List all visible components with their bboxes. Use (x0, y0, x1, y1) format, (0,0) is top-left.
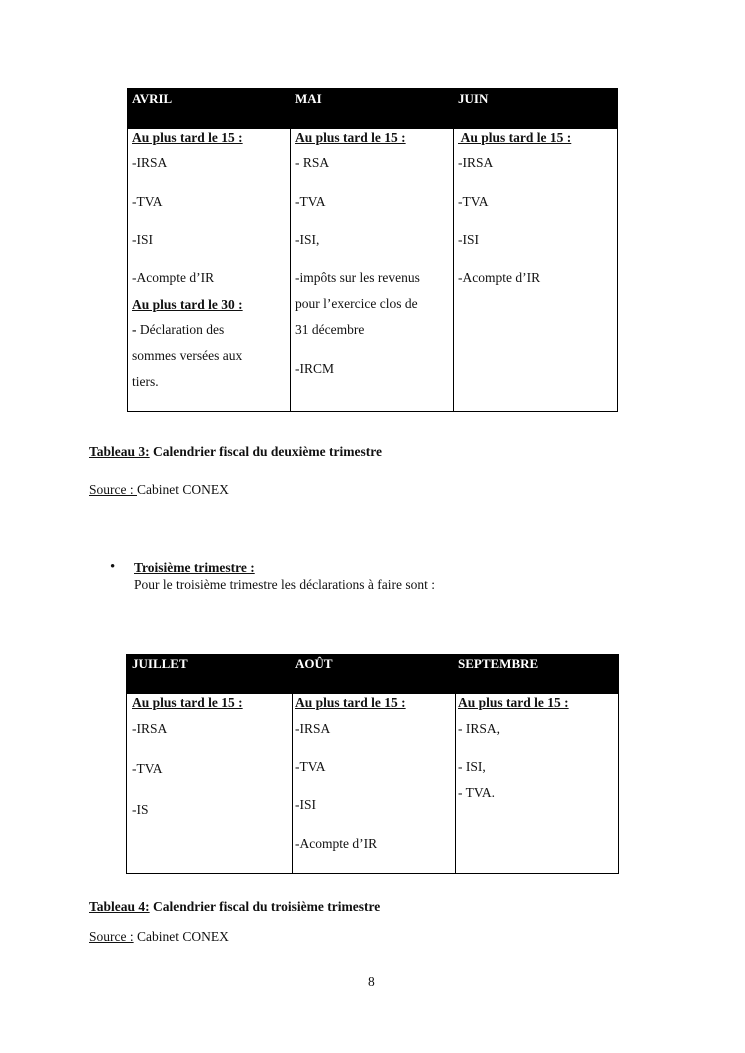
header-juin: JUIN (458, 91, 489, 106)
section-text: Pour le troisième trimestre les déclarat… (134, 577, 436, 592)
column-divider (453, 129, 454, 411)
table-q3: JUILLET AOÛT SEPTEMBRE Au plus tard le 1… (126, 654, 619, 874)
tax-item: tiers. (132, 374, 159, 389)
tax-item: -IRSA (132, 155, 168, 170)
table-source: Source : Cabinet CONEX (89, 482, 229, 497)
deadline-label: Au plus tard le 15 : (132, 130, 243, 145)
tax-item: -ISI (458, 232, 479, 247)
table-caption: Tableau 4: Calendrier fiscal du troisièm… (89, 899, 381, 914)
tax-item: -TVA (295, 759, 326, 774)
tax-item: -ISI (132, 232, 153, 247)
column-divider (455, 694, 456, 873)
table-header-row: JUILLET AOÛT SEPTEMBRE (127, 655, 618, 694)
tax-item: -IRCM (295, 361, 335, 376)
deadline-label: Au plus tard le 15 : (295, 695, 406, 710)
deadline-label: Au plus tard le 30 : (132, 297, 243, 312)
tax-item: - RSA (295, 155, 330, 170)
table-q2: AVRIL MAI JUIN Au plus tard le 15 : -IRS… (127, 88, 618, 412)
tax-item: -IRSA (132, 721, 168, 736)
tax-item: -IRSA (458, 155, 494, 170)
tax-item: 31 décembre (295, 322, 365, 337)
tax-item: -TVA (295, 194, 326, 209)
tax-item: -IRSA (295, 721, 331, 736)
tax-item: - TVA. (458, 785, 496, 800)
tax-item: -Acompte d’IR (295, 836, 378, 851)
tax-item: sommes versées aux (132, 348, 243, 363)
deadline-label: Au plus tard le 15 : (458, 130, 572, 145)
tax-item: -impôts sur les revenus (295, 270, 420, 285)
tax-item: -TVA (132, 194, 163, 209)
column-divider (290, 129, 291, 411)
tax-item: -TVA (132, 761, 163, 776)
tax-item: -Acompte d’IR (132, 270, 215, 285)
tax-item: -TVA (458, 194, 489, 209)
header-mai: MAI (295, 91, 322, 106)
deadline-label: Au plus tard le 15 : (295, 130, 406, 145)
page-number: 8 (368, 974, 375, 989)
deadline-label: Au plus tard le 15 : (132, 695, 243, 710)
section-title: Troisième trimestre : (134, 560, 255, 575)
bullet-icon: • (110, 559, 116, 575)
header-septembre: SEPTEMBRE (458, 656, 539, 671)
tax-item: pour l’exercice clos de (295, 296, 418, 311)
tax-item: -ISI, (295, 232, 320, 247)
header-aout: AOÛT (295, 656, 333, 671)
table-header-row: AVRIL MAI JUIN (128, 89, 617, 129)
tax-item: - IRSA, (458, 721, 501, 736)
tax-item: - ISI, (458, 759, 486, 774)
table-source: Source : Cabinet CONEX (89, 929, 229, 944)
column-divider (292, 694, 293, 873)
header-juillet: JUILLET (132, 656, 188, 671)
tax-item: -Acompte d’IR (458, 270, 541, 285)
tax-item: - Déclaration des (132, 322, 225, 337)
tax-item: -IS (132, 802, 149, 817)
table-caption: Tableau 3: Calendrier fiscal du deuxième… (89, 444, 382, 459)
deadline-label: Au plus tard le 15 : (458, 695, 569, 710)
tax-item: -ISI (295, 797, 316, 812)
header-avril: AVRIL (132, 91, 173, 106)
